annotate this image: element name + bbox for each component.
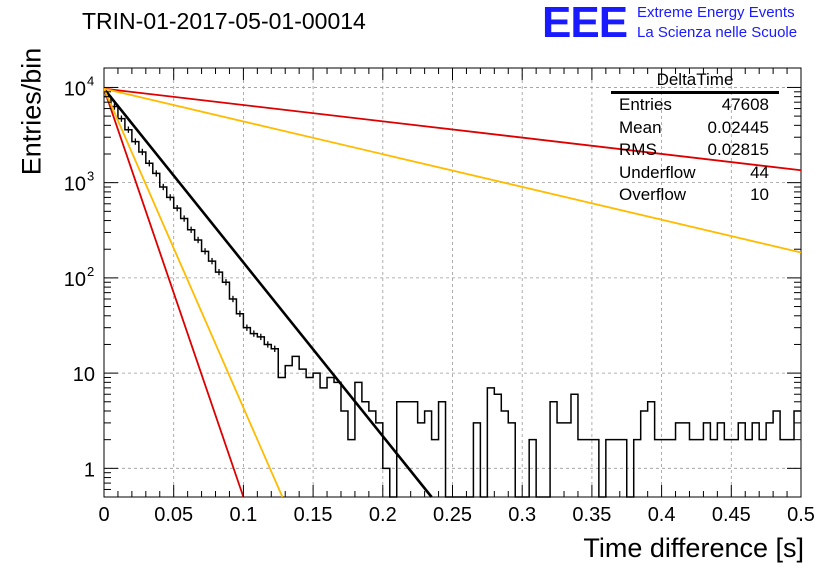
- x-tick-label: 0.5: [787, 504, 815, 526]
- y-tick-exponent: 4: [87, 73, 94, 88]
- stats-row: RMS 0.02815: [611, 139, 779, 162]
- fit-line: [103, 88, 284, 498]
- stats-row: Overflow 10: [611, 184, 779, 207]
- stats-label: RMS: [619, 140, 657, 159]
- stats-value: 47608: [721, 95, 769, 114]
- x-axis: 0 0.05 0.1 0.15 0.2 0.25 0.3 0.35 0.4 0.45 0.5: [98, 68, 815, 526]
- x-tick-label: 0.35: [572, 504, 611, 526]
- x-tick-label: 0.4: [648, 504, 676, 526]
- x-tick-label: 0.1: [229, 504, 257, 526]
- chart-title: TRIN-01-2017-05-01-00014: [82, 8, 366, 34]
- x-tick-label: 0.05: [154, 504, 193, 526]
- fit-line: [103, 88, 245, 498]
- histogram: [104, 93, 801, 498]
- x-tick-label: 0.25: [433, 504, 472, 526]
- stats-label: Underflow: [619, 162, 696, 182]
- fit-curves: [102, 87, 802, 498]
- logo-line-2: La Scienza nelle Scuole: [637, 24, 798, 41]
- stats-value: 0.02445: [707, 117, 769, 137]
- grid: [104, 68, 801, 497]
- histogram-outline: [104, 95, 801, 498]
- stats-row: Mean 0.02445: [611, 117, 779, 140]
- x-tick-label: 0.2: [369, 504, 397, 526]
- x-axis-label: Time difference [s]: [583, 533, 804, 563]
- y-tick-label: 1: [84, 459, 95, 481]
- y-tick-exponent: 3: [87, 169, 94, 184]
- logo-line-1: Extreme Energy Events: [637, 4, 795, 21]
- x-tick-label: 0: [98, 504, 109, 526]
- stats-label: Overflow: [619, 185, 687, 204]
- stats-label: Entries: [619, 95, 672, 114]
- stats-row: Entries 47608: [611, 94, 779, 117]
- x-tick-label: 0.15: [294, 504, 333, 526]
- stats-row: Underflow 44: [611, 162, 779, 185]
- stats-box: DeltaTime Entries 47608 Mean 0.02445 RMS…: [611, 70, 779, 207]
- y-tick-label: 10: [73, 364, 95, 386]
- y-tick-exponent: 2: [87, 264, 94, 279]
- fit-line: [103, 87, 802, 254]
- y-tick-label: 10: [64, 269, 86, 291]
- stats-title: DeltaTime: [611, 70, 779, 94]
- y-tick-label: 10: [64, 174, 86, 196]
- y-axis-label: Entries/bin: [16, 47, 47, 176]
- y-tick-label: 10: [64, 78, 86, 100]
- stats-value: 10: [750, 185, 769, 204]
- x-tick-label: 0.45: [712, 504, 751, 526]
- stats-label: Mean: [619, 117, 662, 137]
- x-tick-label: 0.3: [508, 504, 536, 526]
- stats-value: 44: [750, 162, 769, 182]
- fit-line: [103, 87, 802, 172]
- eee-logo: EEE: [542, 0, 628, 47]
- stats-value: 0.02815: [707, 140, 769, 159]
- fit-line: [102, 87, 433, 498]
